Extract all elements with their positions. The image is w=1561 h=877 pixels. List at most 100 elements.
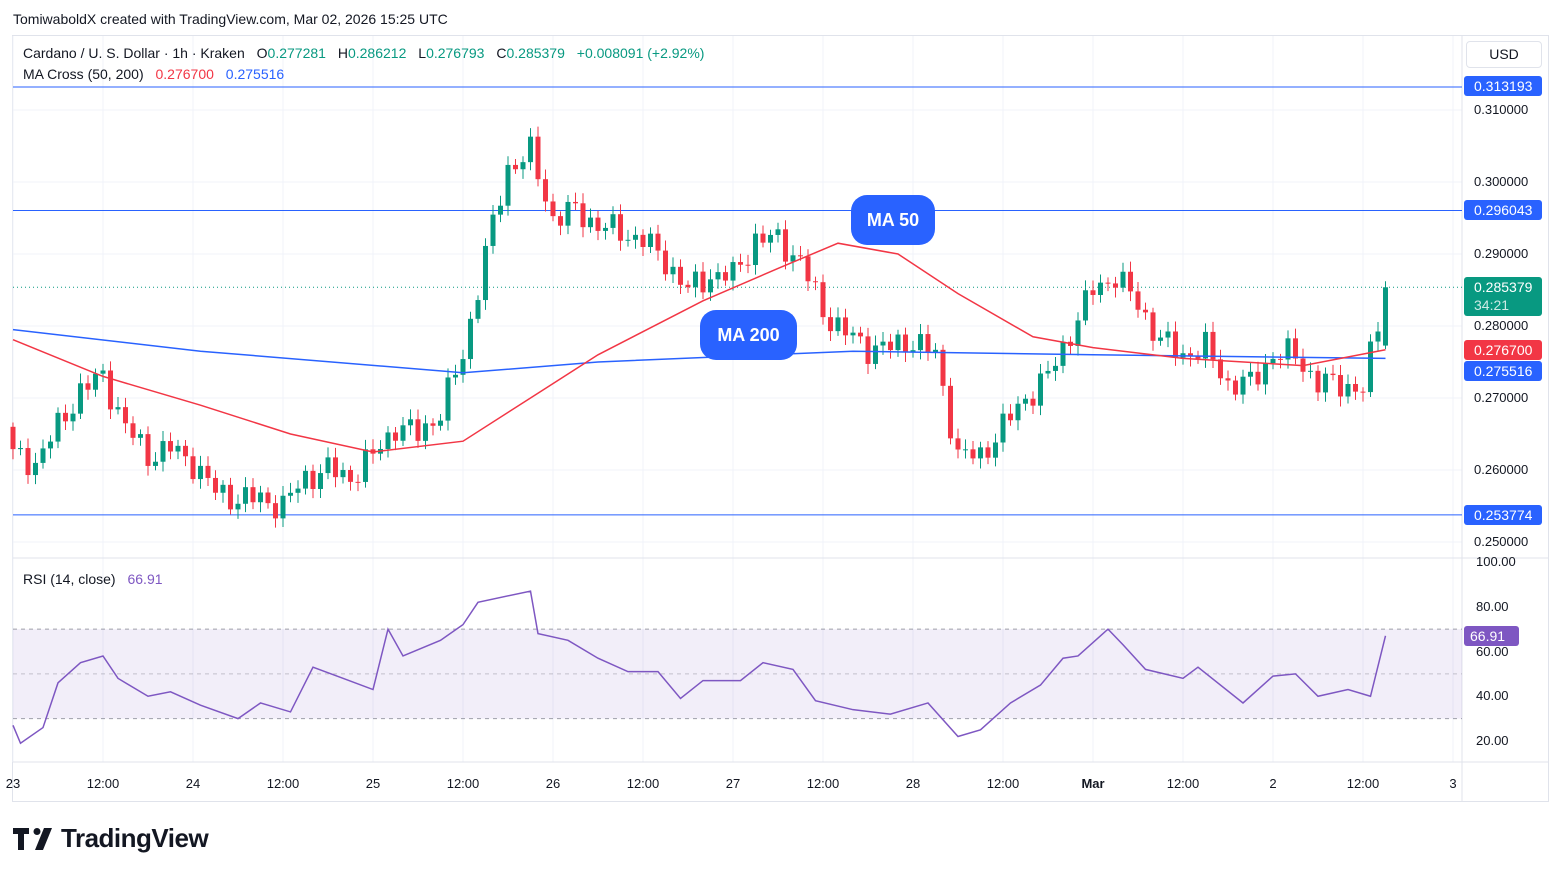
time-tick-label: 2 — [1269, 776, 1277, 791]
candle-body — [438, 420, 443, 426]
candle-body — [933, 349, 938, 353]
candle-body — [1375, 331, 1381, 342]
candle-body — [243, 487, 248, 504]
candle-body — [543, 179, 548, 202]
candle-body — [1135, 291, 1141, 310]
candle-body — [213, 477, 218, 493]
candle-body — [820, 282, 826, 318]
low-line-price-label: 0.253774 — [1464, 505, 1542, 525]
candle-body — [565, 201, 571, 226]
candle-body — [813, 281, 818, 283]
open-value: 0.277281 — [267, 45, 326, 61]
candle-body — [1098, 282, 1103, 295]
rsi-line — [12, 590, 1387, 745]
time-tick-label: 12:00 — [806, 776, 840, 791]
candle-body — [63, 412, 68, 422]
candle-body — [160, 441, 166, 462]
candle-body — [273, 503, 278, 519]
candle-body — [1383, 287, 1388, 346]
symbol-title[interactable]: Cardano / U. S. Dollar · 1h · Kraken — [23, 45, 245, 61]
candle-body — [835, 317, 841, 332]
candle-body — [1233, 380, 1238, 395]
candle-body — [730, 262, 736, 281]
candle-body — [985, 447, 991, 458]
candle-body — [775, 229, 781, 235]
candle-body — [93, 373, 98, 390]
candle-body — [888, 341, 893, 351]
candle-body — [1120, 271, 1126, 288]
candle-body — [280, 495, 286, 519]
candle-body — [993, 442, 998, 458]
candle-body — [633, 234, 638, 240]
candle-body — [978, 447, 983, 459]
candle-body — [1308, 370, 1313, 372]
candle-body — [1323, 373, 1328, 393]
candle-body — [903, 334, 908, 352]
candle-body — [1053, 365, 1058, 371]
candle-body — [408, 419, 413, 426]
candle-body — [220, 484, 226, 493]
candle-body — [258, 492, 263, 503]
candle-body — [288, 492, 293, 496]
candle-body — [318, 473, 323, 490]
candle-body — [940, 349, 946, 386]
ma-legend: MA Cross (50, 200) 0.276700 0.275516 — [23, 66, 284, 82]
candle-body — [333, 457, 338, 478]
candle-body — [108, 370, 113, 410]
candle-body — [468, 318, 473, 360]
candle-body — [790, 255, 796, 262]
rsi-title[interactable]: RSI (14, close) — [23, 571, 116, 587]
change-value: +0.008091 (+2.92%) — [576, 45, 705, 61]
candle-body — [535, 136, 541, 180]
ma200-value: 0.275516 — [225, 66, 285, 82]
candle-body — [1188, 353, 1193, 357]
candle-body — [355, 481, 361, 483]
candle-body — [78, 383, 83, 414]
candle-body — [610, 214, 616, 228]
candle-body — [595, 217, 601, 231]
low-value: 0.276793 — [426, 45, 485, 61]
candle-body — [453, 374, 458, 378]
ma-cross-title[interactable]: MA Cross (50, 200) — [23, 66, 144, 82]
candle-body — [693, 271, 698, 288]
time-tick-label: 12:00 — [626, 776, 660, 791]
candle-body — [85, 383, 91, 390]
candle-body — [1345, 383, 1351, 397]
candle-body — [25, 448, 31, 476]
time-tick-label: 12:00 — [86, 776, 120, 791]
symbol-legend: Cardano / U. S. Dollar · 1h · Kraken O0.… — [23, 45, 704, 61]
currency-button[interactable]: USD — [1466, 41, 1542, 68]
candle-body — [955, 438, 961, 450]
candle-body — [528, 136, 533, 163]
last-price: 0.285379 — [1474, 279, 1533, 295]
candle-body — [895, 334, 901, 351]
open-label: O — [256, 45, 268, 61]
candle-body — [498, 205, 503, 215]
candle-body — [700, 271, 706, 293]
candle-body — [70, 413, 76, 422]
time-tick-label: 24 — [185, 776, 201, 791]
time-tick-label: Mar — [1081, 776, 1105, 791]
candle-body — [798, 255, 803, 257]
candle-body — [655, 233, 661, 251]
candle-body — [738, 262, 743, 265]
candle-body — [1105, 282, 1111, 284]
time-tick-label: 12:00 — [1166, 776, 1200, 791]
candle-body — [1015, 403, 1021, 421]
candle-body — [310, 470, 316, 490]
candle-body — [970, 449, 976, 459]
candle-body — [580, 203, 586, 228]
candle-body — [1143, 309, 1148, 313]
price-tick-label: 0.280000 — [1474, 318, 1529, 333]
tradingview-logo[interactable]: TradingView — [13, 823, 209, 854]
ma50-value: 0.276700 — [155, 66, 214, 82]
time-tick-label: 25 — [365, 776, 381, 791]
candle-body — [1045, 370, 1051, 374]
candle-body — [805, 256, 811, 282]
candle-body — [678, 266, 683, 285]
candle-body — [828, 317, 833, 332]
candle-body — [1150, 312, 1156, 341]
candle-body — [880, 341, 886, 346]
rsi-tick-label: 20.00 — [1476, 733, 1509, 748]
